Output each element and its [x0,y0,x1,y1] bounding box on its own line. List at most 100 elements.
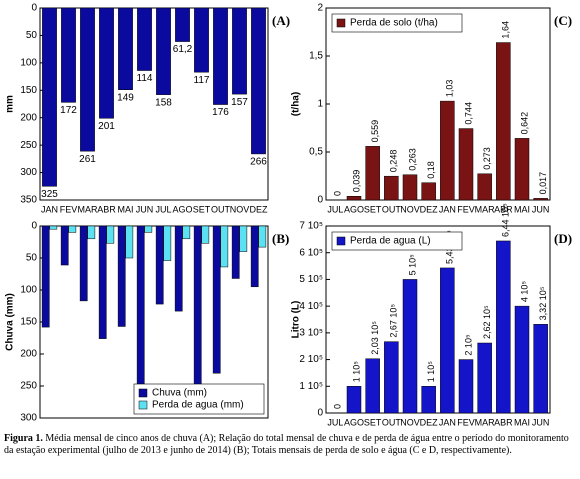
bar [231,225,240,279]
y-tick-label: 100 [20,57,37,68]
panel-label: (C) [554,13,572,28]
y-tick-label: 1 [317,99,323,110]
value-label: 2 10⁵ [463,334,473,356]
bar [193,225,202,388]
bar [49,225,58,230]
legend-box [331,231,463,251]
value-label: 266 [250,157,267,168]
y-axis-label: mm [5,95,16,113]
x-tick-label: ABR [97,204,116,214]
bar [365,358,380,414]
value-label: 0,744 [463,102,473,125]
y-tick-label: 1,5 [309,51,323,62]
bar [80,7,95,152]
x-tick-label: ABR [494,204,513,214]
x-tick-label: OUT [382,204,402,214]
value-label: 261 [79,154,96,165]
bar [87,225,96,240]
x-tick-label: SET [193,204,211,214]
bar [144,225,153,233]
bar [137,7,152,71]
value-label: 4 10⁵ [519,281,529,303]
bar [175,7,190,42]
x-tick-label: MAI [117,204,133,214]
x-tick-label: JUN [532,417,550,427]
value-label: 0 [333,191,343,196]
bar [99,7,114,119]
x-tick-label: AGO [344,204,364,214]
y-tick-label: 250 [20,381,37,392]
bar [156,7,171,95]
value-label: 201 [98,121,115,132]
bar [384,341,399,414]
plot-area [325,225,551,414]
y-tick-label: 1 10⁵ [299,381,323,392]
panel-label: (A) [272,13,290,28]
y-tick-label: 50 [26,253,38,264]
y-axis-label: Litro (L) [291,301,302,339]
legend-swatch [138,388,148,398]
x-tick-label: FEV [60,204,78,214]
bar [533,198,548,201]
x-tick-label: JUL [327,417,343,427]
bar [533,324,548,414]
y-tick-label: 200 [20,112,37,123]
legend-label: Perda de agua (L) [350,236,431,247]
x-tick-label: JAN [439,204,456,214]
x-tick-label: MAI [514,417,530,427]
y-tick-label: 150 [20,317,37,328]
caption-label: Figura 1. [4,433,43,444]
y-tick-label: 100 [20,285,37,296]
bar [201,225,210,244]
value-label: 0,263 [407,148,417,171]
bar [514,305,530,414]
bar [118,7,133,90]
value-label: 117 [194,75,210,86]
legend-box [133,383,265,415]
y-tick-label: 2 10⁵ [299,354,323,365]
bar [163,225,172,261]
bar [346,386,362,414]
x-tick-label: DEZ [420,204,439,214]
bar [41,225,50,328]
bar [250,225,259,288]
x-tick-label: MAR [78,204,99,214]
legend-box [331,13,463,33]
y-tick-label: 150 [20,85,37,96]
y-tick-label: 300 [20,413,37,424]
bar [496,240,511,414]
y-tick-label: 0 [31,221,37,232]
bar [440,267,455,414]
bar [346,196,362,201]
plot-area [39,7,269,201]
y-tick-label: 0 [317,195,323,206]
x-tick-label: JUN [532,204,550,214]
x-tick-label: JUN [136,204,154,214]
bar [194,7,209,73]
value-label: 172 [60,105,77,116]
value-label: 158 [155,97,172,108]
bar [458,128,474,201]
x-tick-label: DEZ [250,204,269,214]
x-tick-label: JUL [327,204,343,214]
value-label: 0 [333,404,343,409]
x-tick-label: AGO [344,417,364,427]
legend-label: Chuva (mm) [152,388,207,399]
panel-label: (D) [554,231,572,246]
bar [125,225,134,259]
value-label: 0,039 [351,170,361,193]
y-tick-label: 2 [317,3,323,14]
x-tick-label: JUL [155,204,171,214]
value-label: 2,03 10⁵ [370,321,380,355]
bar [384,175,399,201]
legend-swatch [336,18,346,28]
y-tick-label: 250 [20,140,37,151]
x-tick-label: NOV [400,417,420,427]
y-tick-label: 6 10⁵ [299,247,323,258]
bar [239,225,248,252]
value-label: 6,44 10⁵ [501,203,511,237]
value-label: 149 [117,92,134,103]
y-tick-label: 0 [317,408,323,419]
value-label: 2,62 10⁵ [482,305,492,339]
